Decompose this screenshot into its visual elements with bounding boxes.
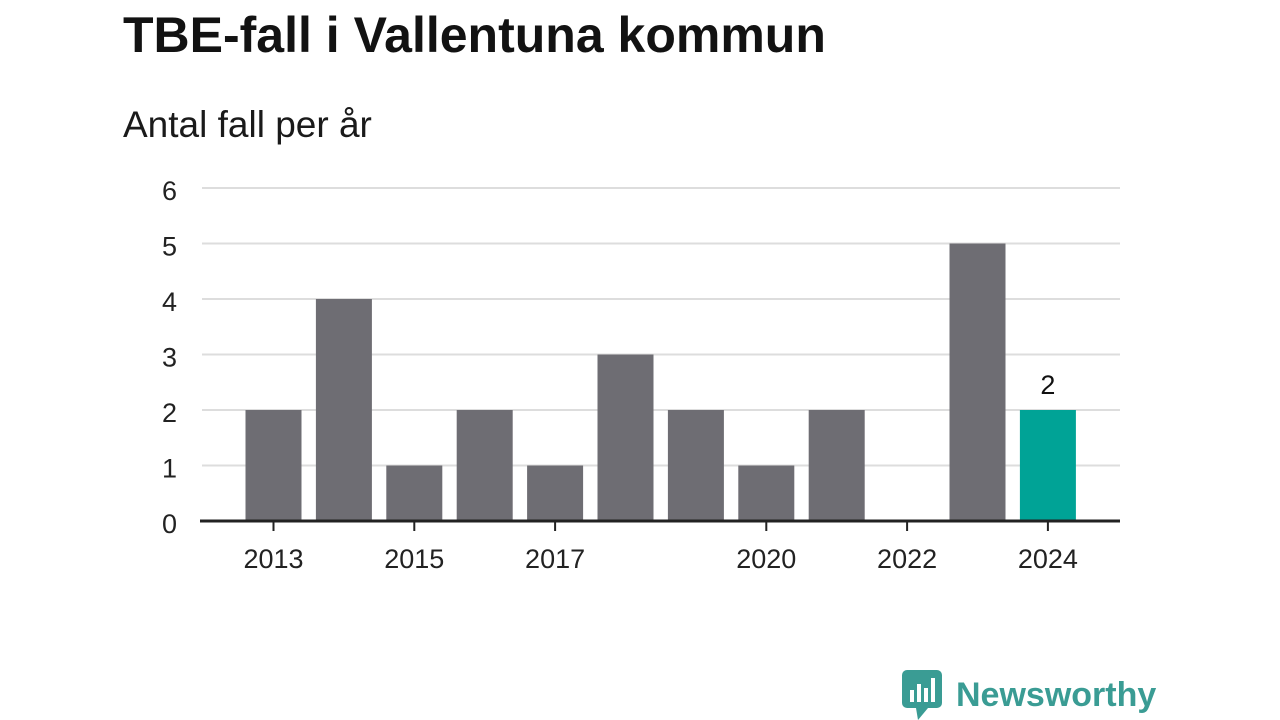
bar-2023 — [949, 243, 1006, 521]
bar-2021 — [808, 410, 865, 521]
bar-2020 — [738, 465, 795, 521]
y-tick-label: 2 — [162, 398, 177, 428]
bar-2014 — [315, 299, 372, 521]
x-tick-label: 2020 — [736, 544, 796, 574]
labels: 0 1 2 3 4 5 6 2 2013 2015 2017 2020 2022 2024 — [162, 176, 1120, 574]
bar-2018 — [597, 354, 654, 521]
x-tick-label: 2013 — [243, 544, 303, 574]
y-tick-label: 6 — [162, 176, 177, 206]
y-tick-label: 5 — [162, 232, 177, 262]
chart-subtitle: Antal fall per år — [123, 104, 372, 145]
data-label: 2 — [1040, 370, 1055, 400]
y-tick-label: 3 — [162, 343, 177, 373]
brand-name: Newsworthy — [956, 675, 1157, 714]
chart-title: TBE-fall i Vallentuna kommun — [123, 7, 826, 63]
newsworthy-logo-icon — [902, 670, 942, 720]
y-tick-label: 0 — [162, 509, 177, 539]
bar-2017 — [527, 465, 584, 521]
bar-2019 — [667, 410, 724, 521]
bar-2024 — [1019, 410, 1076, 521]
x-tick-label: 2017 — [525, 544, 585, 574]
x-tick-label: 2015 — [384, 544, 444, 574]
brand-logo: Newsworthy — [902, 670, 1156, 720]
bars — [245, 243, 1076, 521]
x-tick-label: 2022 — [877, 544, 937, 574]
bar-2013 — [245, 410, 302, 521]
bar-chart: 0 1 2 3 4 5 6 2 2013 2015 2017 2020 2022 2024 — [162, 176, 1120, 574]
x-tick-label: 2024 — [1018, 544, 1078, 574]
y-tick-label: 1 — [162, 454, 177, 484]
bar-2015 — [386, 465, 443, 521]
y-tick-label: 4 — [162, 287, 177, 317]
bar-2016 — [456, 410, 513, 521]
